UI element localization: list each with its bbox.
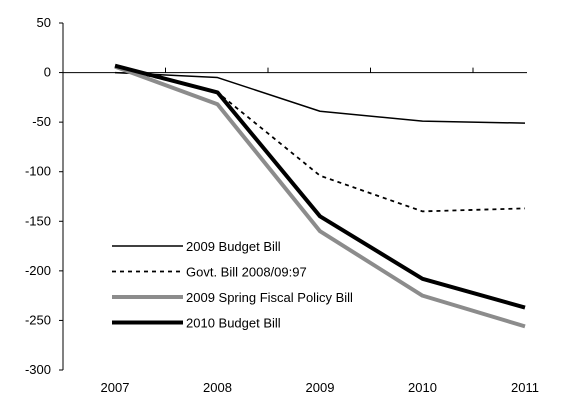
y-tick-label: 0 (44, 65, 51, 80)
y-tick-label: -200 (25, 263, 51, 278)
x-tick-labels: 2007 2008 2009 2010 2011 (101, 380, 539, 395)
x-tick-label: 2008 (203, 380, 232, 395)
legend: 2009 Budget Bill Govt. Bill 2008/09:97 200… (112, 239, 353, 331)
series-line-3 (114, 64, 526, 329)
x-tick-label: 2011 (511, 380, 539, 395)
series-lines (114, 63, 526, 329)
legend-label-3: 2009 Spring Fiscal Policy Bill (186, 290, 353, 305)
x-tick-label: 2010 (408, 380, 437, 395)
y-tick-label: 50 (37, 15, 51, 30)
series-line-4 (114, 63, 526, 310)
series-line-1 (114, 71, 526, 124)
y-tick-label: -50 (32, 114, 51, 129)
x-tick-label: 2007 (101, 380, 130, 395)
y-tick-label: -100 (25, 164, 51, 179)
legend-label-2: Govt. Bill 2008/09:97 (186, 265, 307, 280)
y-tick-label: -300 (25, 362, 51, 377)
x-tick-label: 2009 (306, 380, 335, 395)
y-tick-label: -150 (25, 213, 51, 228)
legend-label-1: 2009 Budget Bill (186, 239, 281, 254)
y-tick-labels: 50 0 -50 -100 -150 -200 -250 -300 (25, 15, 51, 377)
legend-label-4: 2010 Budget Bill (186, 316, 281, 331)
y-tick-label: -250 (25, 312, 51, 327)
